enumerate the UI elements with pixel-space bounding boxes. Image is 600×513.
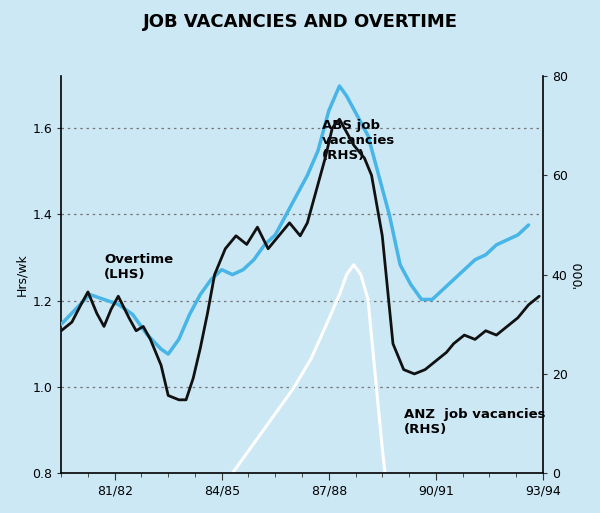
Text: ANZ  job vacancies
(RHS): ANZ job vacancies (RHS): [404, 408, 545, 437]
Text: JOB VACANCIES AND OVERTIME: JOB VACANCIES AND OVERTIME: [143, 13, 458, 31]
Y-axis label: Hrs/wk: Hrs/wk: [15, 253, 28, 296]
Y-axis label: '000: '000: [572, 261, 585, 288]
Text: Overtime
(LHS): Overtime (LHS): [104, 253, 173, 281]
Text: ABS job
vacancies
(RHS): ABS job vacancies (RHS): [322, 119, 395, 162]
